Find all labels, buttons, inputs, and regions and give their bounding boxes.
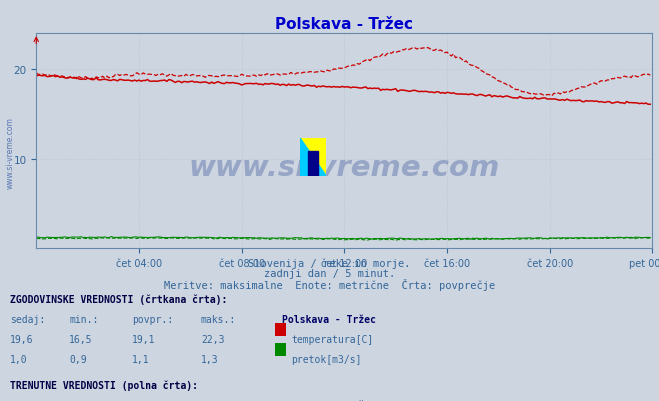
Text: temperatura[C]: temperatura[C] (291, 334, 374, 344)
Title: Polskava - Tržec: Polskava - Tržec (275, 16, 413, 32)
Text: zadnji dan / 5 minut.: zadnji dan / 5 minut. (264, 269, 395, 279)
Text: maks.:: maks.: (201, 314, 236, 324)
Text: 1,1: 1,1 (132, 354, 150, 365)
Text: Meritve: maksimalne  Enote: metrične  Črta: povprečje: Meritve: maksimalne Enote: metrične Črta… (164, 279, 495, 291)
Text: sedaj:: sedaj: (10, 314, 45, 324)
Text: min.:: min.: (69, 400, 99, 401)
Text: 1,0: 1,0 (10, 354, 28, 365)
Text: 19,1: 19,1 (132, 334, 156, 344)
Text: 1,3: 1,3 (201, 354, 219, 365)
Text: 16,5: 16,5 (69, 334, 93, 344)
Polygon shape (300, 138, 326, 176)
Polygon shape (300, 138, 326, 176)
Text: 0,9: 0,9 (69, 354, 87, 365)
Text: 22,3: 22,3 (201, 334, 225, 344)
Text: TRENUTNE VREDNOSTI (polna črta):: TRENUTNE VREDNOSTI (polna črta): (10, 379, 198, 390)
Text: 19,6: 19,6 (10, 334, 34, 344)
Text: povpr.:: povpr.: (132, 314, 173, 324)
Text: Slovenija / reke in morje.: Slovenija / reke in morje. (248, 259, 411, 269)
Bar (308, 152, 318, 176)
Text: Polskava - Tržec: Polskava - Tržec (282, 314, 376, 324)
Text: pretok[m3/s]: pretok[m3/s] (291, 354, 362, 365)
Text: Polskava - Tržec: Polskava - Tržec (282, 400, 376, 401)
Text: povpr.:: povpr.: (132, 400, 173, 401)
Text: sedaj:: sedaj: (10, 400, 45, 401)
Text: maks.:: maks.: (201, 400, 236, 401)
Text: ZGODOVINSKE VREDNOSTI (črtkana črta):: ZGODOVINSKE VREDNOSTI (črtkana črta): (10, 294, 227, 304)
Text: www.si-vreme.com: www.si-vreme.com (5, 117, 14, 188)
Text: min.:: min.: (69, 314, 99, 324)
Text: www.si-vreme.com: www.si-vreme.com (188, 153, 500, 181)
